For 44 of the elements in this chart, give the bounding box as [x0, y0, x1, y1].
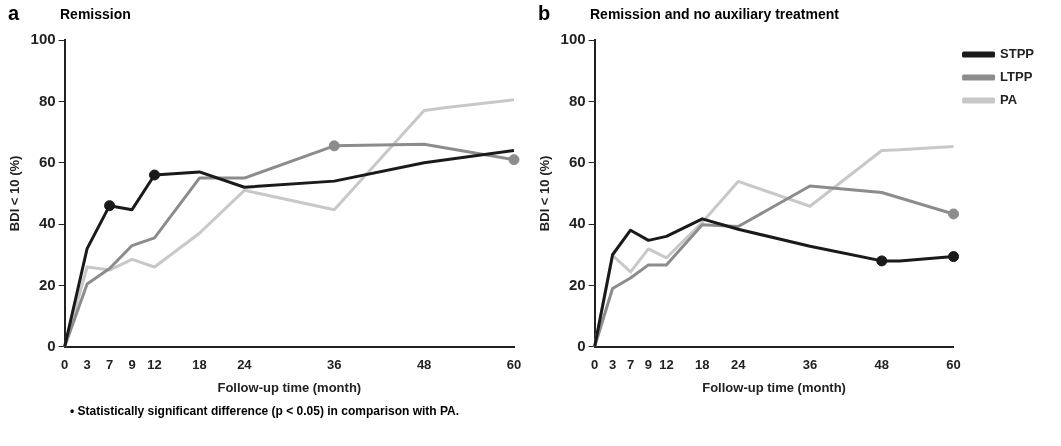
x-tick-label: 3 — [608, 357, 617, 373]
x-tick-label: 9 — [644, 357, 653, 373]
x-tick-label: 18 — [192, 357, 207, 373]
y-tick-label: 40 — [568, 214, 586, 232]
chart-title: Remission and no auxiliary treatment — [590, 6, 839, 22]
x-axis-title: Follow-up time (month) — [217, 379, 362, 395]
y-tick-label: 80 — [568, 91, 586, 109]
y-tick-label: 20 — [568, 275, 586, 293]
text: a — [8, 2, 20, 25]
x-tick-label: 7 — [626, 357, 635, 373]
y-axis-title: BDI < 10 (%) — [7, 155, 23, 232]
x-axis-title: Follow-up time (month) — [702, 379, 846, 395]
x-tick-label: 0 — [61, 357, 69, 373]
x-tick-label: 24 — [237, 357, 253, 373]
y-tick-label: 40 — [38, 214, 56, 232]
x-tick-label: 60 — [506, 357, 522, 373]
x-tick-label: 18 — [695, 357, 710, 373]
legend-label: STPP — [1000, 46, 1035, 62]
y-tick-label: 60 — [568, 152, 586, 170]
y-tick-label: 20 — [38, 275, 56, 293]
y-tick-label: 80 — [38, 91, 56, 109]
x-tick-label: 36 — [802, 357, 818, 373]
x-tick-label: 12 — [659, 357, 674, 373]
x-tick-label: 48 — [874, 357, 889, 373]
x-tick-label: 60 — [946, 357, 961, 373]
x-tick-label: 24 — [730, 357, 747, 373]
text: b — [538, 2, 551, 25]
y-tick-label: 0 — [47, 336, 56, 354]
y-tick-label: 100 — [30, 30, 56, 48]
y-tick-label: 100 — [560, 30, 586, 48]
x-tick-label: 0 — [591, 357, 599, 373]
legend-label: PA — [1000, 92, 1018, 108]
x-tick-label: 12 — [147, 357, 162, 373]
y-tick-label: 0 — [577, 336, 586, 354]
y-axis-title: BDI < 10 (%) — [537, 155, 553, 232]
chart-title: Remission — [60, 6, 131, 22]
x-tick-label: 7 — [105, 357, 114, 373]
x-tick-label: 48 — [416, 357, 432, 373]
y-tick-label: 60 — [38, 152, 56, 170]
text: • Statistically significant difference (p < 0.05) in comparison with PA. — [70, 404, 461, 418]
x-tick-label: 9 — [128, 357, 136, 373]
x-tick-label: 36 — [327, 357, 342, 373]
legend-label: LTPP — [1000, 69, 1033, 85]
x-tick-label: 3 — [83, 357, 91, 373]
